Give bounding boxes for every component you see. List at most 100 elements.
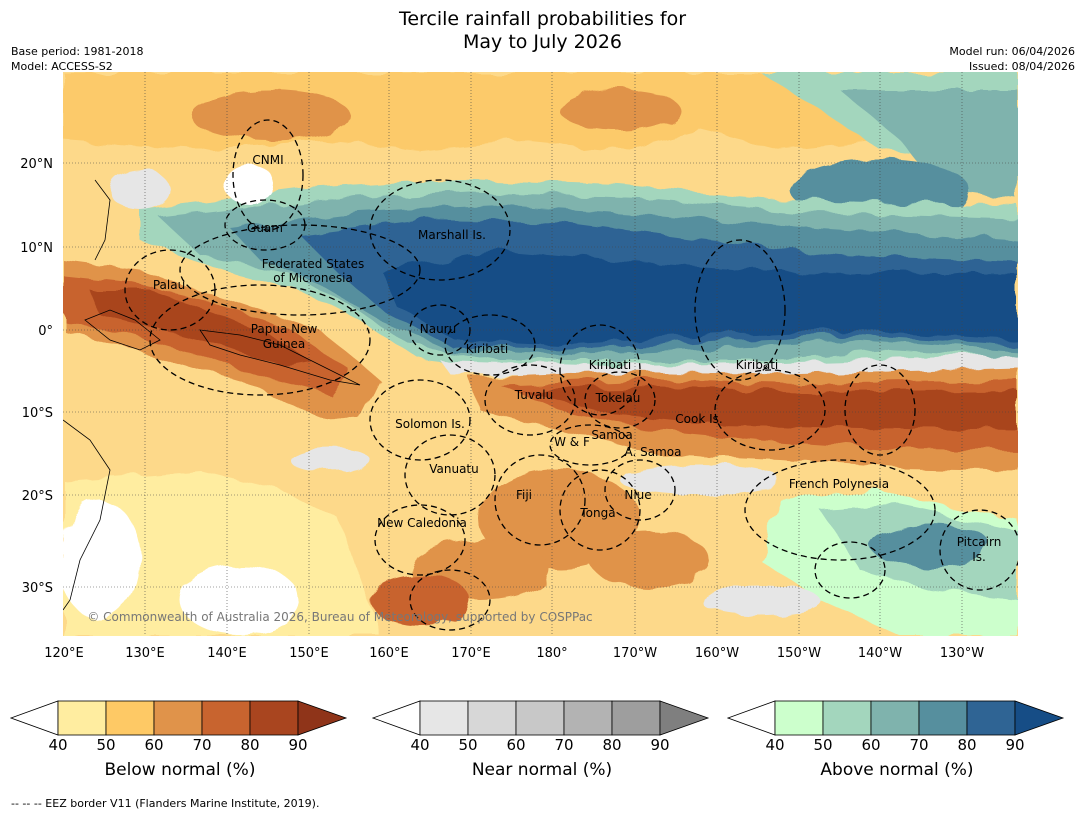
tick-label: 70 [909, 736, 929, 754]
lon-axis: 120°E 130°E 140°E 150°E 160°E 170°E 180°… [44, 646, 984, 661]
label-marshall: Marshall Is. [418, 228, 486, 242]
tick-label: 50 [96, 736, 116, 754]
colorbar-extend-high [297, 700, 348, 736]
tick-label: 60 [861, 736, 881, 754]
lon-label: 160°E [369, 646, 409, 661]
meta-left: Base period: 1981-2018 Model: ACCESS-S2 [11, 44, 143, 74]
tick-label: 60 [144, 736, 164, 754]
base-period: Base period: 1981-2018 [11, 45, 144, 58]
lat-label: 20°S [22, 489, 53, 504]
colorbar-segment [870, 700, 920, 736]
lat-axis: 20°N 10°N 0° 10°S 20°S 30°S [20, 157, 53, 596]
colorbar-segment [201, 700, 251, 736]
label-kiribati-central: Kiribati [589, 358, 631, 372]
colorbar-segment [611, 700, 661, 736]
colorbar-segment [918, 700, 968, 736]
graticule [63, 72, 1018, 636]
lat-label: 30°S [22, 581, 53, 596]
colorbar-segment [515, 700, 565, 736]
map-field: CNMI Guam Marshall Is. Federated States … [63, 72, 1018, 636]
tick-label: 40 [410, 736, 430, 754]
lat-label: 0° [38, 324, 53, 339]
colorbar-segment [467, 700, 517, 736]
colorbar-above [727, 700, 1065, 736]
copyright-text: © Commonwealth of Australia 2026, Bureau… [87, 610, 592, 624]
rainfall-map: CNMI Guam Marshall Is. Federated States … [20, 72, 1018, 661]
colorbar-segment [822, 700, 872, 736]
tick-label: 80 [957, 736, 977, 754]
eez-footnote: -- -- -- EEZ border V11 (Flanders Marine… [11, 797, 320, 810]
issued-date: Issued: 08/04/2026 [968, 60, 1075, 73]
colorbar-near-label: Near normal (%) [471, 760, 613, 780]
region-labels: CNMI Guam Marshall Is. Federated States … [153, 153, 1001, 564]
label-fsm-2: of Micronesia [273, 271, 353, 285]
label-guam: Guam [247, 221, 283, 235]
meta-right: Model run: 06/04/2026 Issued: 08/04/2026 [949, 44, 1075, 74]
colorbar-segment [249, 700, 299, 736]
colorbar-below-label: Below normal (%) [104, 760, 256, 780]
label-kiribati-east: Kiribati [736, 358, 778, 372]
colorbar-extend-high [659, 700, 710, 736]
label-solomon: Solomon Is. [395, 417, 465, 431]
label-kiribati-west: Kiribati [466, 342, 508, 356]
lon-label: 130°E [125, 646, 165, 661]
label-niue: Niue [624, 488, 651, 502]
lon-label: 120°E [44, 646, 84, 661]
tick-label: 90 [650, 736, 670, 754]
tick-label: 60 [506, 736, 526, 754]
lon-label: 170°W [613, 646, 657, 661]
label-tuvalu: Tuvalu [514, 388, 554, 402]
lat-label: 20°N [20, 157, 53, 172]
tick-label: 70 [554, 736, 574, 754]
label-png-2: Guinea [263, 337, 306, 351]
colorbar-extend-low [727, 700, 776, 736]
colorbar-segment [57, 700, 107, 736]
label-png-1: Papua New [251, 322, 318, 336]
label-pitcairn-1: Pitcairn [957, 535, 1002, 549]
lon-label: 170°E [451, 646, 491, 661]
label-new-caledonia: New Caledonia [377, 516, 467, 530]
colorbar-above-label: Above normal (%) [820, 760, 974, 780]
tick-label: 80 [602, 736, 622, 754]
tick-label: 90 [1005, 736, 1025, 754]
label-french-polynesia: French Polynesia [789, 477, 889, 491]
label-tonga: Tonga [579, 506, 615, 520]
colorbar-near [372, 700, 710, 736]
eez-borders [124, 119, 1018, 631]
lon-label: 160°W [695, 646, 739, 661]
colorbar-segment [966, 700, 1016, 736]
label-pitcairn-2: Is. [972, 550, 986, 564]
label-palau: Palau [153, 278, 185, 292]
tick-label: 80 [240, 736, 260, 754]
label-tokelau: Tokelau [595, 391, 641, 405]
label-fiji: Fiji [516, 488, 532, 502]
label-cnmi: CNMI [252, 153, 283, 167]
colorbar-segment [419, 700, 469, 736]
tick-label: 50 [458, 736, 478, 754]
label-nauru: Nauru [420, 322, 456, 336]
lon-label: 150°E [289, 646, 329, 661]
label-cook: Cook Is. [675, 412, 722, 426]
map-title-line-1: Tercile rainfall probabilities for [398, 8, 687, 30]
label-fsm-1: Federated States [262, 257, 364, 271]
colorbar-extend-low [10, 700, 59, 736]
label-samoa: Samoa [591, 428, 632, 442]
colorbar-segment [563, 700, 613, 736]
tick-label: 40 [765, 736, 785, 754]
label-vanuatu: Vanuatu [429, 462, 479, 476]
label-asamoa: A. Samoa [625, 445, 682, 459]
colorbar-segment [105, 700, 155, 736]
tick-label: 40 [48, 736, 68, 754]
colorbar-below [10, 700, 348, 736]
lon-label: 140°E [207, 646, 247, 661]
lon-label: 130°W [940, 646, 984, 661]
colorbar-extend-high [1014, 700, 1065, 736]
lon-label: 180° [536, 646, 567, 661]
colorbar-extend-low [372, 700, 421, 736]
lon-label: 140°W [858, 646, 902, 661]
map-title-line-2: May to July 2026 [463, 31, 622, 53]
model-name: Model: ACCESS-S2 [11, 60, 113, 73]
colorbar-segment [153, 700, 203, 736]
label-wf: W & F [554, 435, 590, 449]
model-run: Model run: 06/04/2026 [949, 45, 1075, 58]
